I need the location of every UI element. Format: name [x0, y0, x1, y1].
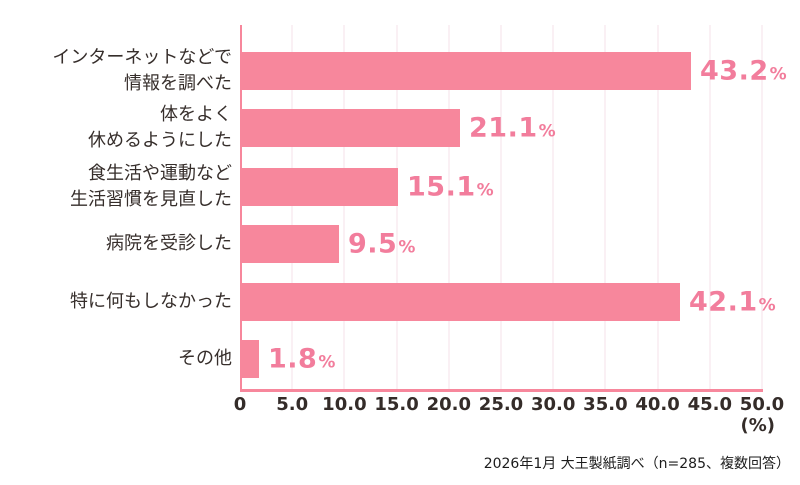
category-label-line: 食生活や運動など — [88, 163, 232, 184]
bar-value-number: 43.2 — [700, 55, 769, 87]
x-axis-ticks: 0 5.0 10.0 15.0 20.0 25.0 30.0 35.0 40.0 45.0 50.0 — [234, 394, 784, 416]
category-label: 特に何もしなかった — [70, 289, 232, 315]
gridline — [500, 25, 502, 390]
bar — [240, 340, 259, 378]
percent-suffix: % — [538, 121, 557, 142]
percent-suffix: % — [476, 180, 495, 201]
y-axis-line — [240, 25, 242, 390]
gridline — [291, 25, 293, 390]
source-note: 2026年1月 大王製紙調べ（n=285、複数回答） — [483, 456, 790, 472]
bar-value-number: 21.1 — [469, 112, 538, 144]
plot-area: 43.2% 21.1% 15.1% 9.5% 42.1% 1.8% — [240, 25, 787, 392]
x-tick-label: 25.0 — [478, 394, 524, 415]
category-label: 食生活や運動など生活習慣を見直した — [70, 161, 232, 213]
x-tick-label: 45.0 — [687, 394, 733, 415]
bar — [240, 283, 680, 321]
x-tick-label: 40.0 — [635, 394, 680, 415]
bar-value-number: 42.1 — [689, 286, 758, 318]
bar-value-label: 42.1% — [689, 287, 776, 318]
x-tick-label: 50.0 — [739, 394, 785, 415]
x-tick-label: 15.0 — [374, 394, 419, 415]
bar-value-label: 9.5% — [348, 229, 416, 260]
bar — [240, 225, 339, 263]
category-label-line: その他 — [178, 348, 232, 369]
category-label-line: 特に何もしなかった — [70, 291, 232, 312]
x-tick-label: 30.0 — [530, 394, 576, 415]
bar-value-label: 21.1% — [469, 113, 556, 144]
gridline — [657, 25, 659, 390]
gridline — [552, 25, 554, 390]
x-axis-line — [240, 389, 763, 392]
gridline — [448, 25, 450, 390]
percent-suffix: % — [758, 295, 777, 316]
bar — [240, 52, 691, 90]
x-tick-label: 35.0 — [583, 394, 628, 415]
gridline — [396, 25, 398, 390]
x-axis-unit-label: (%) — [740, 415, 776, 436]
x-tick-label: 10.0 — [322, 394, 367, 415]
bar — [240, 168, 398, 206]
category-label-line: 情報を調べた — [124, 73, 232, 94]
category-label-line: 休めるようにした — [88, 130, 232, 151]
x-tick-label: 5.0 — [276, 394, 309, 415]
category-label: その他 — [178, 346, 232, 372]
gridline — [761, 25, 763, 390]
category-label-line: 病院を受診した — [106, 233, 232, 254]
category-labels: インターネットなどで情報を調べた体をよく休めるようにした 食生活や運動など生活習慣… — [0, 25, 232, 390]
gridline — [709, 25, 711, 390]
bar-value-label: 1.8% — [268, 344, 336, 375]
gridline — [604, 25, 606, 390]
x-tick-label: 0 — [233, 394, 247, 415]
bar — [240, 109, 460, 147]
category-label: 体をよく休めるようにした — [88, 102, 232, 154]
bar-value-number: 15.1 — [407, 171, 476, 203]
bar-value-label: 43.2% — [700, 56, 787, 87]
percent-suffix: % — [769, 64, 788, 85]
x-tick-label: 20.0 — [426, 394, 472, 415]
bar-value-number: 9.5 — [348, 228, 398, 260]
category-label: インターネットなどで情報を調べた — [52, 45, 232, 97]
percent-suffix: % — [398, 237, 416, 258]
category-label-line: 体をよく — [160, 104, 232, 125]
gridline — [343, 25, 345, 390]
percent-suffix: % — [318, 352, 336, 373]
bar-value-number: 1.8 — [268, 343, 318, 375]
category-label-line: インターネットなどで — [52, 47, 232, 68]
category-label: 病院を受診した — [106, 231, 232, 257]
category-label-line: 生活習慣を見直した — [70, 189, 232, 210]
bar-value-label: 15.1% — [407, 172, 494, 203]
